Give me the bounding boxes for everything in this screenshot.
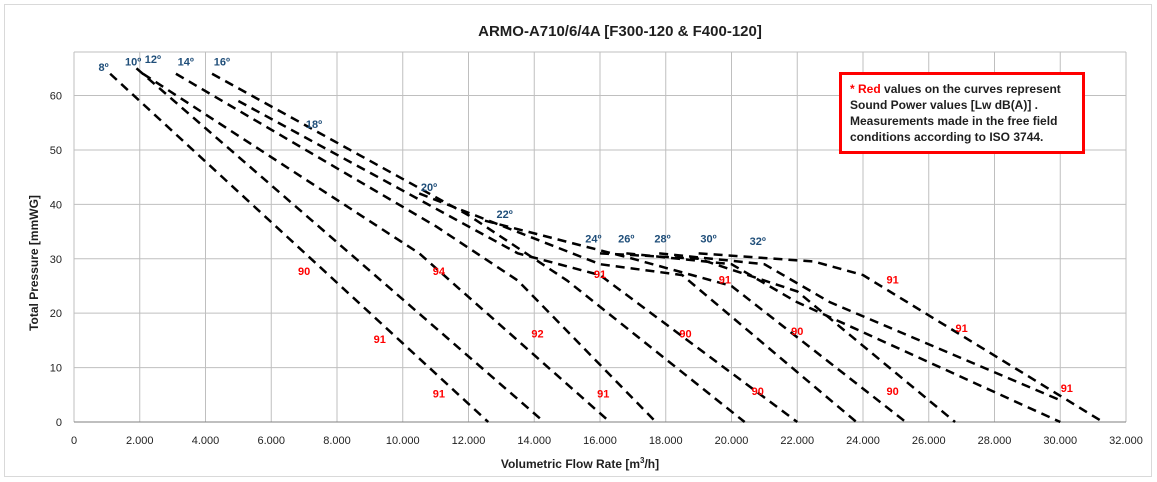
y-axis-label: Total Pressure [mmWG] [27, 195, 41, 331]
angle-label: 14º [178, 57, 194, 69]
sound-power-label: 91 [594, 269, 606, 281]
note-red-star: * Red [850, 82, 881, 96]
x-tick-label: 16.000 [583, 435, 617, 447]
x-tick-label: 8.000 [323, 435, 351, 447]
sound-power-label: 90 [791, 326, 803, 338]
note-line-1-text: values on the curves represent [880, 82, 1061, 96]
x-tick-label: 20.000 [715, 435, 749, 447]
x-tick-label: 12.000 [452, 435, 486, 447]
sound-power-label: 91 [433, 389, 445, 401]
series-line [659, 252, 1061, 402]
chart-title: ARMO-A710/6/4A [F300-120 & F400-120] [478, 23, 762, 40]
angle-label: 28º [654, 233, 670, 245]
angle-label: 18º [306, 119, 322, 131]
angle-label: 32º [750, 236, 766, 248]
grid [73, 51, 1127, 423]
x-tick-label: 4.000 [192, 435, 220, 447]
series-line [626, 252, 1061, 424]
sound-power-label: 91 [1061, 383, 1073, 395]
note-line-3: Measurements made in the free field [850, 114, 1058, 128]
x-axis-label: Volumetric Flow Rate [m3/h] [501, 456, 659, 471]
sound-power-label: 91 [956, 323, 968, 335]
angle-label: 10º [125, 57, 141, 69]
x-tick-label: 30.000 [1043, 435, 1077, 447]
x-tick-label: 0 [71, 435, 77, 447]
x-tick-label: 28.000 [978, 435, 1012, 447]
x-tick-label: 26.000 [912, 435, 946, 447]
x-tick-label: 6.000 [257, 435, 285, 447]
y-tick-label: 10 [50, 363, 62, 375]
angle-label: 30º [700, 233, 716, 245]
axis-ticks: 0 2.000 4.000 6.000 8.000 10.000 12.000 14.000 1… [50, 91, 1143, 447]
y-tick-label: 30 [50, 254, 62, 266]
y-tick-label: 40 [50, 199, 62, 211]
x-tick-label: 18.000 [649, 435, 683, 447]
sound-power-label: 91 [374, 334, 386, 346]
series-line [135, 67, 545, 423]
sound-power-label: 91 [886, 274, 898, 286]
sound-power-label: 90 [679, 329, 691, 341]
x-tick-label: 10.000 [386, 435, 420, 447]
angle-label: 22º [497, 209, 513, 221]
chart-frame [4, 4, 1152, 477]
angle-label: 20º [421, 182, 437, 194]
angle-label: 16º [214, 57, 230, 69]
series-line [599, 252, 956, 423]
note-line-2: Sound Power values [Lw dB(A)] . [850, 98, 1039, 112]
sound-power-label: 91 [719, 274, 731, 286]
angle-label: 12º [145, 54, 161, 66]
sound-power-note: * Red values on the curves represent Sou… [839, 72, 1085, 154]
x-tick-label: 32.000 [1109, 435, 1143, 447]
series-line [211, 72, 746, 423]
series-line [237, 99, 798, 424]
angle-label: 24º [585, 233, 601, 245]
series-line [175, 72, 657, 423]
note-line-1: * Red values on the curves represent [850, 81, 1074, 97]
x-tick-label: 24.000 [846, 435, 880, 447]
series-line [418, 192, 858, 423]
note-line-4: conditions according to ISO 3744. [850, 130, 1044, 144]
y-tick-label: 0 [56, 417, 62, 429]
angle-label: 8º [99, 62, 109, 74]
sound-power-label: 94 [433, 266, 446, 278]
sound-power-labels: 90 94 91 91 91 92 90 90 91 91 91 90 90 91 91 [298, 266, 1073, 400]
series-line [484, 219, 907, 423]
angle-label: 26º [618, 233, 634, 245]
series-line [698, 252, 1104, 424]
series-line [109, 72, 490, 423]
x-tick-label: 22.000 [780, 435, 814, 447]
y-tick-label: 50 [50, 145, 62, 157]
x-tick-label: 14.000 [517, 435, 551, 447]
y-tick-label: 60 [50, 91, 62, 103]
sound-power-label: 90 [752, 386, 764, 398]
x-tick-label: 2.000 [126, 435, 154, 447]
sound-power-label: 90 [886, 386, 898, 398]
sound-power-label: 92 [531, 329, 543, 341]
series-line [142, 72, 611, 423]
y-tick-label: 20 [50, 308, 62, 320]
sound-power-label: 91 [597, 389, 609, 401]
angle-labels: 8º 10º 12º 14º 16º 18º 20º 22º 24º 26º 28º 30º 32º [99, 54, 766, 248]
sound-power-label: 90 [298, 266, 310, 278]
series-group [109, 67, 1104, 424]
